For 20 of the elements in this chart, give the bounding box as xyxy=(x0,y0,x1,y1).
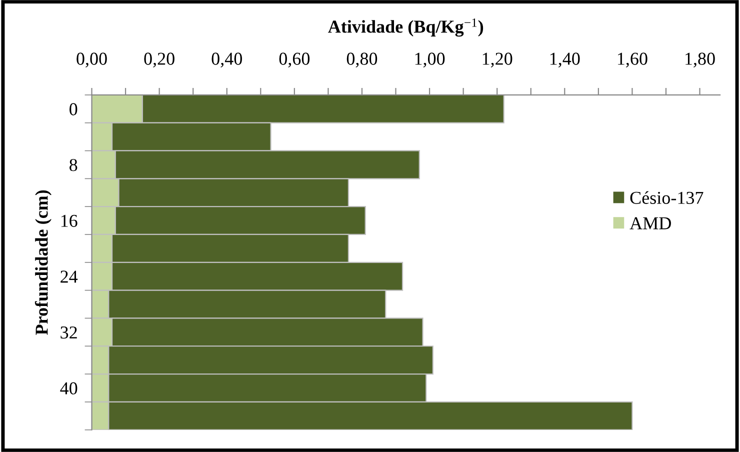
y-tick-label: 8 xyxy=(70,158,78,172)
x-tick-label: 0,00 xyxy=(76,52,107,68)
x-tick-label: 1,60 xyxy=(618,52,648,68)
y-tick-label: 16 xyxy=(61,214,78,227)
x-tick-label: 1,00 xyxy=(415,52,445,68)
x-tick-label: 0,80 xyxy=(346,52,378,68)
y-axis-title: Profundidade (cm) xyxy=(34,190,52,335)
x-tick-label: 1,40 xyxy=(550,52,580,68)
x-tick-label: 1,80 xyxy=(686,52,715,68)
y-tick-label: 40 xyxy=(60,382,78,394)
x-tick-label: 0,20 xyxy=(144,52,174,68)
legend-label: Césio-137 xyxy=(630,191,704,204)
y-tick-label: 32 xyxy=(60,326,77,339)
x-axis-title: Atividade (Bq/Kg$^{−1}$) xyxy=(328,18,484,37)
y-tick-label: 0 xyxy=(70,103,78,116)
x-tick-label: 0,60 xyxy=(279,52,310,68)
y-tick-label: 24 xyxy=(60,270,78,283)
legend-label: AMD xyxy=(630,217,671,230)
x-tick-label: 1,20 xyxy=(482,52,512,68)
x-tick-label: 0,40 xyxy=(212,52,242,68)
